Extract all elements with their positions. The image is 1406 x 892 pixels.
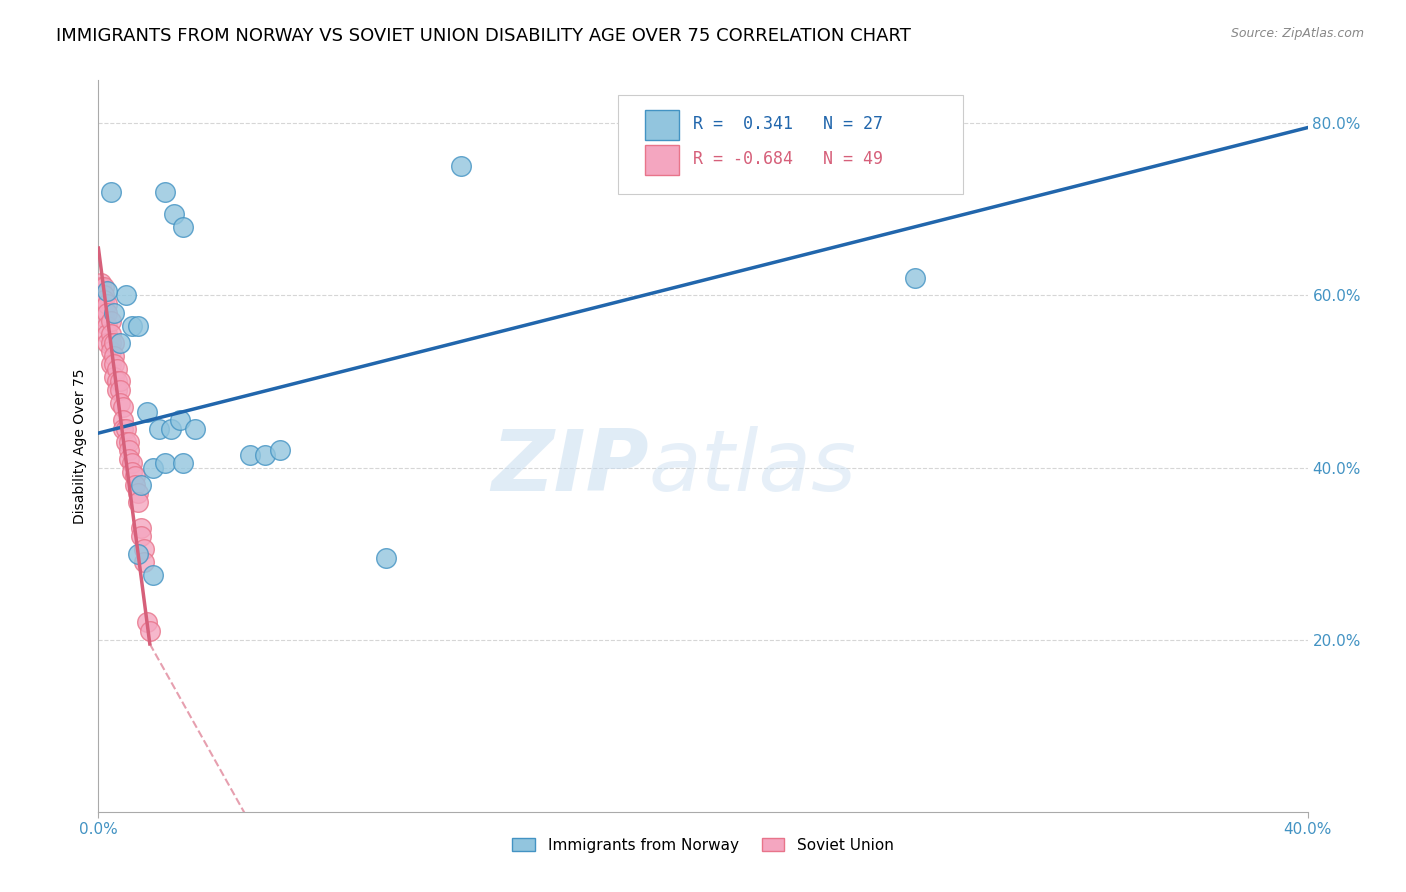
Point bbox=[135, 404, 157, 418]
Point bbox=[96, 327, 118, 342]
Point bbox=[169, 413, 191, 427]
Text: ZIP: ZIP bbox=[491, 426, 648, 509]
Point bbox=[100, 344, 122, 359]
Point bbox=[105, 375, 128, 389]
Point bbox=[114, 288, 136, 302]
Point bbox=[108, 375, 131, 389]
Point bbox=[172, 456, 194, 470]
Point bbox=[114, 434, 136, 449]
Point bbox=[100, 327, 122, 342]
Point bbox=[124, 469, 146, 483]
Point bbox=[142, 460, 165, 475]
Point bbox=[93, 301, 115, 316]
Point bbox=[124, 477, 146, 491]
FancyBboxPatch shape bbox=[645, 145, 679, 176]
Point bbox=[108, 396, 131, 410]
Point bbox=[139, 624, 162, 638]
Text: R = -0.684   N = 49: R = -0.684 N = 49 bbox=[693, 150, 883, 169]
Point bbox=[160, 422, 183, 436]
Point bbox=[103, 305, 125, 319]
Point bbox=[108, 383, 131, 397]
Point bbox=[121, 465, 143, 479]
Point bbox=[93, 310, 115, 324]
Point bbox=[118, 451, 141, 466]
Point bbox=[96, 305, 118, 319]
Point bbox=[118, 443, 141, 458]
Point bbox=[103, 349, 125, 363]
Point bbox=[103, 370, 125, 384]
Point bbox=[100, 357, 122, 371]
Point bbox=[103, 357, 125, 371]
Point bbox=[108, 335, 131, 350]
Point bbox=[135, 615, 157, 630]
FancyBboxPatch shape bbox=[619, 95, 963, 194]
Point bbox=[153, 185, 176, 199]
Point bbox=[127, 547, 149, 561]
Point bbox=[127, 486, 149, 500]
Point bbox=[96, 335, 118, 350]
Point bbox=[172, 219, 194, 234]
Point bbox=[450, 159, 472, 173]
Point bbox=[90, 276, 112, 290]
Text: R =  0.341   N = 27: R = 0.341 N = 27 bbox=[693, 115, 883, 133]
Point bbox=[111, 413, 134, 427]
Legend: Immigrants from Norway, Soviet Union: Immigrants from Norway, Soviet Union bbox=[506, 831, 900, 859]
Point bbox=[374, 550, 396, 565]
Point bbox=[100, 314, 122, 328]
Point bbox=[127, 318, 149, 333]
Point bbox=[121, 456, 143, 470]
Point bbox=[96, 318, 118, 333]
Text: IMMIGRANTS FROM NORWAY VS SOVIET UNION DISABILITY AGE OVER 75 CORRELATION CHART: IMMIGRANTS FROM NORWAY VS SOVIET UNION D… bbox=[56, 27, 911, 45]
Point bbox=[93, 280, 115, 294]
Point bbox=[90, 280, 112, 294]
Point bbox=[103, 335, 125, 350]
Point bbox=[127, 495, 149, 509]
Point bbox=[90, 288, 112, 302]
Point bbox=[184, 422, 207, 436]
Point bbox=[93, 288, 115, 302]
Text: atlas: atlas bbox=[648, 426, 856, 509]
Point bbox=[105, 383, 128, 397]
Point bbox=[100, 335, 122, 350]
Point bbox=[142, 568, 165, 582]
Point bbox=[148, 422, 170, 436]
Point bbox=[96, 284, 118, 298]
Point bbox=[96, 297, 118, 311]
Point bbox=[118, 434, 141, 449]
Point bbox=[90, 293, 112, 307]
Point bbox=[111, 401, 134, 415]
Point bbox=[111, 422, 134, 436]
Point bbox=[239, 448, 262, 462]
Point bbox=[153, 456, 176, 470]
Point bbox=[904, 271, 927, 285]
Point bbox=[100, 185, 122, 199]
Point bbox=[129, 477, 152, 491]
Point bbox=[129, 521, 152, 535]
FancyBboxPatch shape bbox=[645, 110, 679, 140]
Point bbox=[114, 422, 136, 436]
Point bbox=[121, 318, 143, 333]
Point bbox=[163, 207, 186, 221]
Point bbox=[129, 529, 152, 543]
Point bbox=[269, 443, 291, 458]
Point bbox=[132, 555, 155, 569]
Point bbox=[105, 361, 128, 376]
Text: Source: ZipAtlas.com: Source: ZipAtlas.com bbox=[1230, 27, 1364, 40]
Point bbox=[253, 448, 276, 462]
Point bbox=[132, 542, 155, 557]
Point bbox=[93, 293, 115, 307]
Y-axis label: Disability Age Over 75: Disability Age Over 75 bbox=[73, 368, 87, 524]
